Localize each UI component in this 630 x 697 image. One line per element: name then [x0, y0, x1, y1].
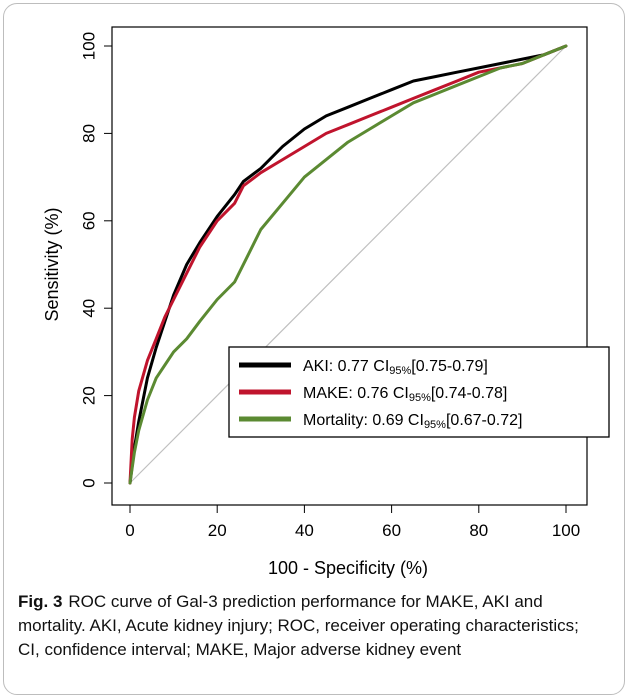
x-tick-label: 20 [208, 521, 227, 540]
series-line-mortality [128, 44, 568, 485]
y-tick-label: 40 [79, 299, 98, 318]
figure-caption: Fig. 3 ROC curve of Gal-3 prediction perf… [18, 590, 603, 662]
y-tick-label: 100 [79, 32, 98, 60]
y-tick-label: 80 [79, 124, 98, 143]
figure-label: Fig. 3 [18, 592, 63, 611]
legend-entry-text: Mortality: 0.69 CI [303, 412, 424, 429]
legend-entry-aki: AKI: 0.77 CI95%[0.75-0.79] [303, 358, 488, 377]
legend-entry-text: MAKE: 0.76 CI [303, 385, 409, 402]
legend-box [228, 346, 610, 438]
legend-entry-subscript: 95% [389, 365, 411, 377]
x-tick-label: 100 [552, 521, 580, 540]
y-tick-label: 0 [79, 478, 98, 487]
legend-entry-interval: [0.74-0.78] [431, 385, 508, 402]
x-tick-label: 80 [469, 521, 488, 540]
legend-entry-mortality: Mortality: 0.69 CI95%[0.67-0.72] [303, 412, 522, 431]
x-axis-label: 100 - Specificity (%) [268, 558, 428, 578]
series-line-make [128, 44, 568, 485]
legend-entry-subscript: 95% [409, 392, 431, 404]
x-tick-label: 60 [382, 521, 401, 540]
legend-entry-subscript: 95% [424, 419, 446, 431]
y-tick-label: 60 [79, 211, 98, 230]
x-tick-label: 0 [125, 521, 134, 540]
legend-entry-text: AKI: 0.77 CI [303, 358, 389, 375]
legend-entry-interval: [0.75-0.79] [411, 358, 488, 375]
reference-diagonal [129, 45, 567, 484]
x-tick-label: 40 [295, 521, 314, 540]
series-line-aki [128, 44, 568, 485]
caption-text: ROC curve of Gal-3 prediction performanc… [18, 592, 579, 659]
y-tick-label: 20 [79, 386, 98, 405]
y-axis-label: Sensitivity (%) [42, 207, 62, 321]
legend-entry-interval: [0.67-0.72] [446, 412, 523, 429]
legend-entry-make: MAKE: 0.76 CI95%[0.74-0.78] [303, 385, 507, 404]
